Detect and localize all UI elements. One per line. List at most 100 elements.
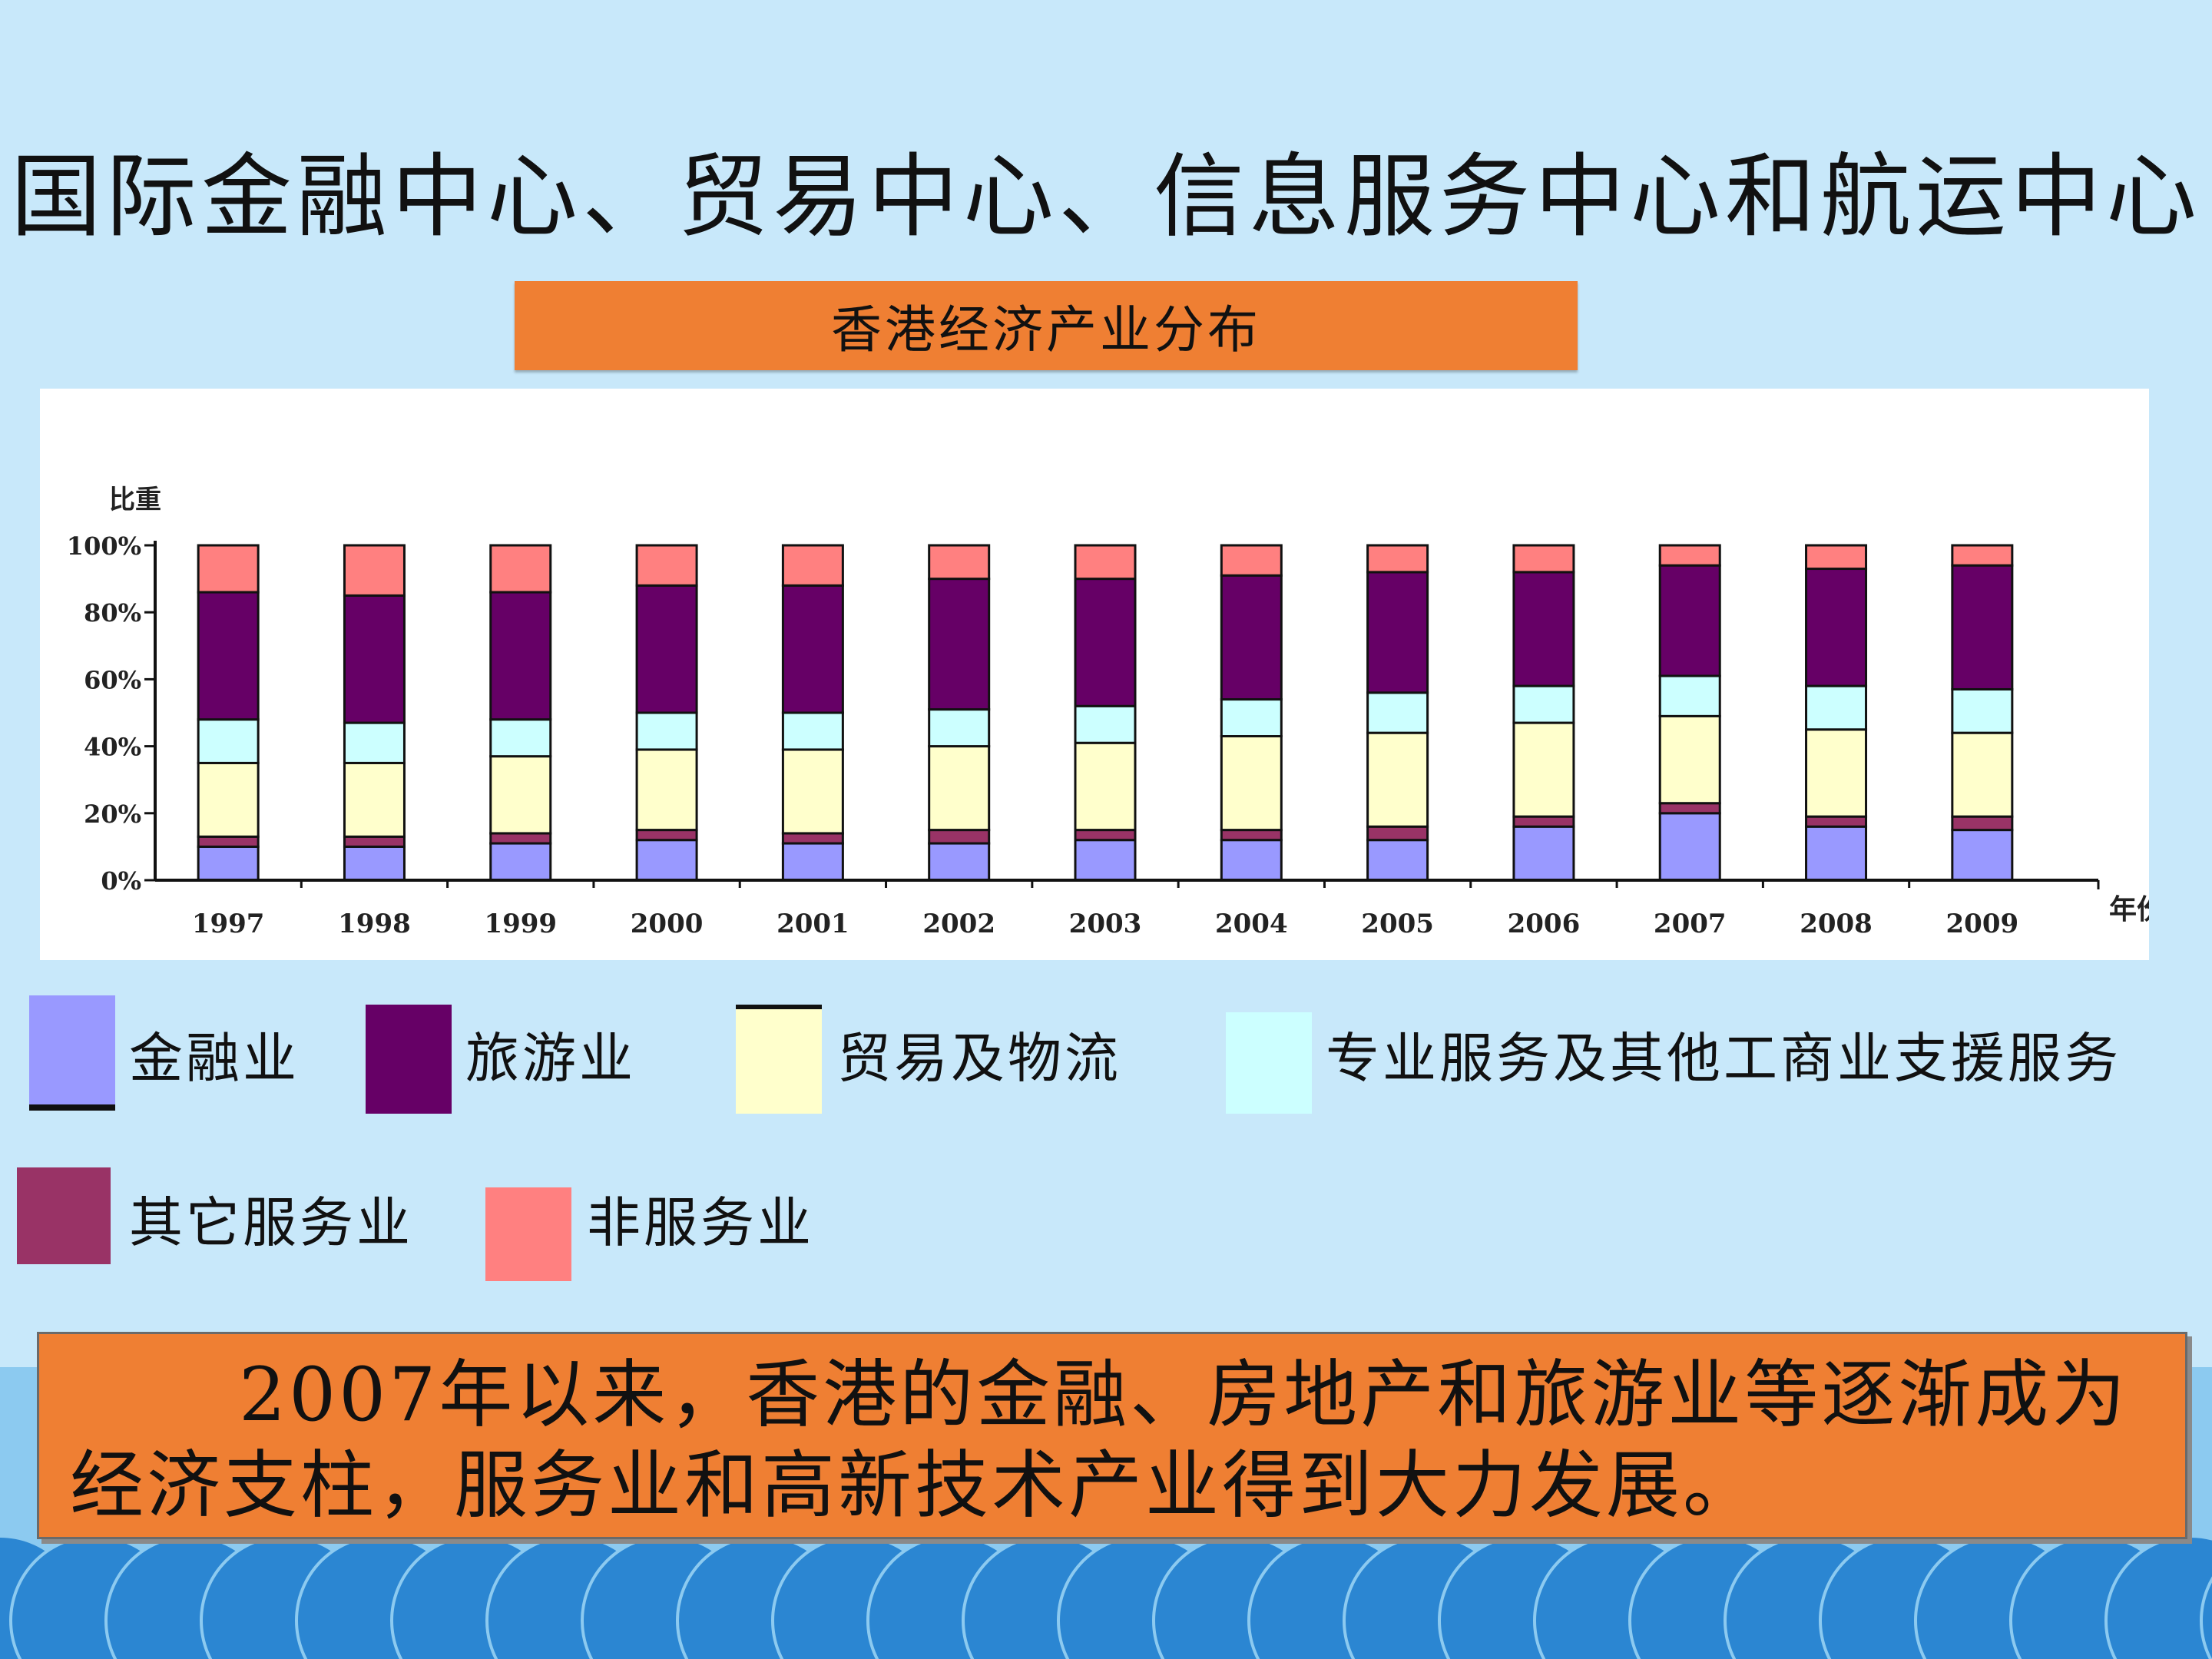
bar-segment [1366,839,1429,882]
bar-segment [1220,839,1283,882]
legend-swatch-non-service [485,1187,571,1281]
legend-label-non-service: 非服务业 [587,1191,814,1254]
bar-segment [1805,544,1868,571]
bar-segment [489,544,552,594]
x-tick-label: 2009 [1946,909,2019,939]
bar-segment [635,839,698,882]
bar-segment [1220,574,1283,701]
bar-segment [343,761,406,838]
bar-segment [781,711,844,751]
bar-segment [1366,544,1429,574]
bar-segment [1951,544,2014,567]
legend-label-other-services: 其它服务业 [129,1191,413,1254]
bar-segment [1512,721,1575,818]
bar-segment [1220,544,1283,577]
bar-segment [1658,714,1721,805]
x-tick-label: 2003 [1069,909,1142,939]
bar-segment [1074,578,1137,707]
bar-segment [928,544,991,581]
y-tick-label: 40% [84,733,141,762]
bar-segment [635,544,698,587]
bar-segment [1805,728,1868,818]
bar-segment [1074,829,1137,842]
bar-segment [1951,829,2014,882]
legend-swatch-professional [1226,1012,1312,1114]
legend-swatch-tourism [366,1005,452,1114]
bar-segment [1366,825,1429,842]
bar-segment [197,761,260,838]
bar-segment [1951,687,2014,734]
bar-segment [1658,564,1721,677]
bar-segment [1805,815,1868,828]
x-axis-label: 年份 [2109,893,2149,926]
bar-segment [1951,815,2014,832]
bar-segment [1658,802,1721,815]
summary-note-text: 2007年以来，香港的金融、房地产和旅游业等逐渐成为经济支柱，服务业和高新技术产… [70,1352,2129,1528]
bar-segment [635,711,698,751]
bar-segment [928,745,991,832]
y-tick-label: 80% [84,598,141,628]
legend-swatch-other-services [17,1167,111,1264]
bar-segment [635,748,698,832]
bar-segment [928,708,991,748]
summary-note: 2007年以来，香港的金融、房地产和旅游业等逐渐成为经济支柱，服务业和高新技术产… [37,1332,2187,1539]
chart-panel: 比重 0% 20% 40% 60% 80% 100% 1997 1998 1999 2000 2001… [40,389,2149,960]
x-tick-label: 2008 [1800,909,1873,939]
slide-title: 国际金融中心、贸易中心、信息服务中心和航运中心 [10,144,2201,250]
bar-segment [1074,741,1137,832]
y-tick-label: 20% [84,800,141,829]
legend-swatch-finance [29,995,115,1111]
bar-segment [1658,674,1721,717]
bar-segment [1805,684,1868,731]
bar-segment [928,842,991,882]
bar-segment [1366,731,1429,828]
x-tick-label: 1999 [484,909,557,939]
bar-segment [1512,571,1575,687]
bar-segment [489,591,552,721]
bar-segment [343,845,406,882]
bar-segment [1951,731,2014,818]
legend-label-tourism: 旅游业 [465,1027,636,1090]
x-tick-label: 1997 [192,909,265,939]
bar-segment [1512,544,1575,574]
bar-segment [781,584,844,714]
bar-segment [197,835,260,848]
bar-segment [343,721,406,764]
bar-segment [1658,544,1721,567]
bar-segment [343,594,406,724]
bar-segment [1366,571,1429,694]
y-tick-label: 0% [101,866,141,896]
x-tick-label: 1998 [338,909,411,939]
bar-segment [1074,839,1137,882]
bar-segment [781,748,844,835]
bar-segment [928,578,991,711]
bar-segment [1805,568,1868,687]
legend-swatch-trade [736,1005,822,1114]
bar-segment [343,835,406,848]
bar-segment [197,718,260,764]
bar-segment [635,584,698,714]
bar-segment [1074,544,1137,581]
bar-segment [1220,698,1283,738]
stacked-bar-chart: 比重 0% 20% 40% 60% 80% 100% 1997 1998 1999 2000 2001… [67,485,2149,939]
x-tick-label: 2006 [1508,909,1581,939]
bar-segment [1951,564,2014,690]
bar-segment [1658,812,1721,882]
y-tick-label: 100% [67,531,141,561]
bar-segment [1512,815,1575,828]
bar-segment [1074,704,1137,744]
bar-segment [928,829,991,845]
bar-segment [1805,825,1868,882]
x-tick-label: 2007 [1654,909,1727,939]
bar-segment [1512,684,1575,724]
bar-segment [197,845,260,882]
bar-segment [1366,691,1429,734]
y-tick-label: 60% [84,665,141,694]
bar-segment [781,842,844,882]
bar-segment [1220,735,1283,832]
bar-segment [343,544,406,597]
legend-label-finance: 金融业 [129,1027,300,1090]
x-tick-label: 2002 [922,909,995,939]
bar-segment [635,829,698,842]
bar-segment [781,832,844,845]
